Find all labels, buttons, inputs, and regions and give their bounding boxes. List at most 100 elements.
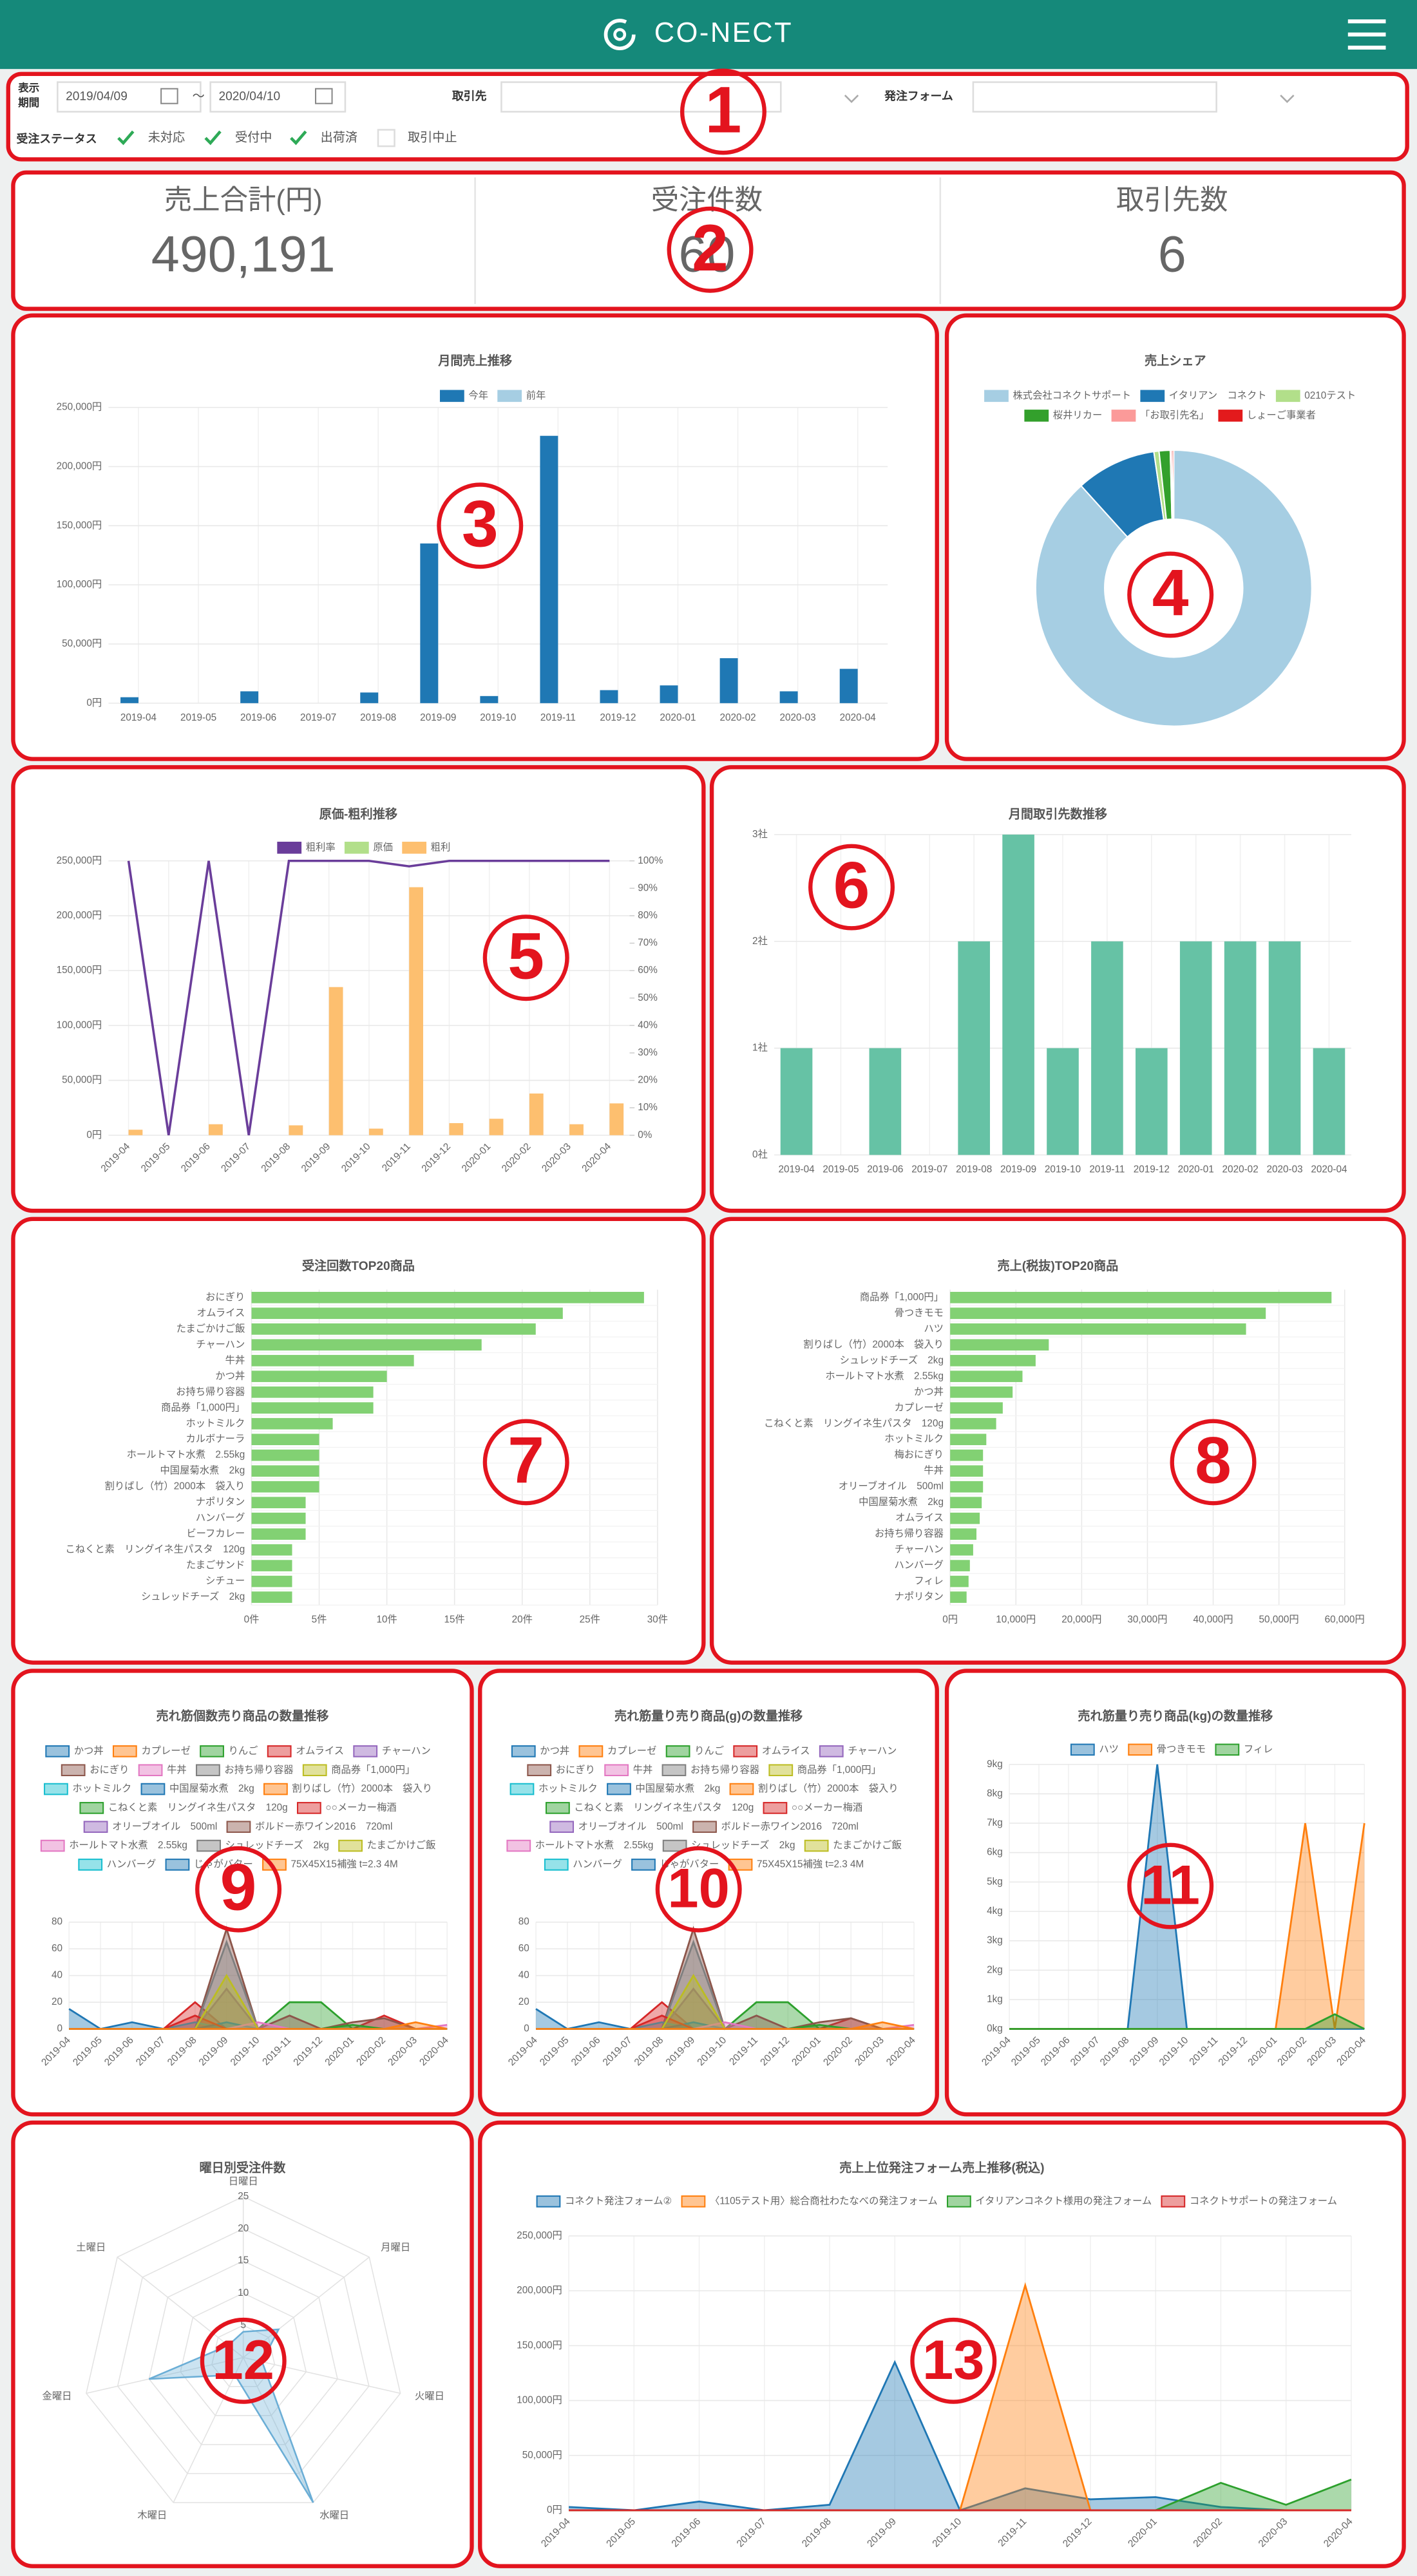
y-tick-label: ビーフカレー <box>186 1528 245 1539</box>
legend-item: かつ丼 <box>511 1745 569 1757</box>
header-bar <box>0 0 1417 70</box>
x-tick-label: 2019-04 <box>120 712 157 723</box>
legend-swatch <box>661 1764 687 1777</box>
bar <box>251 1575 292 1587</box>
legend-item: 商品券「1,000円」 <box>768 1764 881 1777</box>
legend-label: たまごかけご飯 <box>833 1840 902 1851</box>
legend-swatch <box>78 1859 103 1871</box>
legend-swatch <box>549 1821 575 1833</box>
radar-ring <box>117 2228 370 2474</box>
legend-label: りんご <box>694 1745 724 1756</box>
x-tick-label: 2019-08 <box>956 1164 992 1175</box>
legend-swatch <box>768 1764 794 1777</box>
y-tick-label: オリーブオイル 500ml <box>839 1481 944 1492</box>
y-tick-label: 100,000円 <box>57 1019 102 1030</box>
x-tick-label: 2020-02 <box>1222 1164 1259 1175</box>
y-tick-label: 10% <box>638 1102 658 1113</box>
legend-label: 割りばし（竹）2000本 袋入り <box>292 1783 432 1794</box>
y-tick-label: フィレ <box>914 1576 944 1587</box>
bar <box>251 1402 374 1414</box>
legend-item: 今年 <box>439 390 488 402</box>
bar <box>950 1402 1003 1414</box>
bar <box>251 1307 563 1320</box>
legend-label: ハツ <box>1099 1744 1119 1755</box>
legend-label: 75X45X15補強 t=2.3 4M <box>290 1859 397 1870</box>
menu-button[interactable] <box>1347 19 1386 50</box>
y-tick-label: 50,000円 <box>62 1075 102 1086</box>
legend-item: 骨つきモモ <box>1128 1743 1206 1756</box>
legend-label: 75X45X15補強 t=2.3 4M <box>757 1859 864 1870</box>
legend-swatch <box>344 842 369 854</box>
legend-swatch <box>226 1821 251 1833</box>
y-tick-label: 商品券「1,000円」 <box>161 1402 245 1413</box>
logo-icon[interactable] <box>604 19 636 51</box>
calendar-icon[interactable] <box>160 88 178 104</box>
bar <box>128 1130 143 1135</box>
calendar-icon[interactable] <box>315 88 333 104</box>
y-tick-label: 牛丼 <box>225 1355 245 1366</box>
date-from-input[interactable] <box>57 81 202 113</box>
legend-swatch <box>604 1764 629 1777</box>
radar-label: 日曜日 <box>229 2176 258 2187</box>
legend-item: ホールトマト水煮 2.55kg <box>506 1839 654 1852</box>
bar <box>251 1339 482 1351</box>
y-tick-label: 90% <box>638 882 658 893</box>
legend-swatch <box>984 390 1009 402</box>
date-to-input[interactable] <box>209 81 347 113</box>
y-tick-label: 0 <box>524 2023 529 2034</box>
legend-swatch <box>302 1764 327 1777</box>
y-tick-label: 0% <box>638 1130 652 1141</box>
y-tick-label: 0社 <box>752 1149 768 1160</box>
bar <box>950 1560 970 1571</box>
radar-spoke <box>243 2356 401 2394</box>
filter-text: 2019/04/09 <box>66 90 128 104</box>
bar <box>950 1354 1036 1367</box>
legend-label: しょーご事業者 <box>1247 410 1316 421</box>
annotation-circle <box>808 844 895 931</box>
x-tick-label: 2019-06 <box>240 712 276 723</box>
legend-swatch <box>140 1783 166 1795</box>
x-tick-label: 30件 <box>647 1614 668 1625</box>
bar <box>1047 1048 1079 1155</box>
annotation-number: 13 <box>922 2329 985 2391</box>
radar-label: 水曜日 <box>319 2510 349 2521</box>
bar <box>1313 1048 1346 1155</box>
y-tick-label: 70% <box>638 938 658 949</box>
annotation-circle <box>667 206 754 293</box>
bar <box>240 691 259 703</box>
legend-label: ハンバーグ <box>107 1859 157 1870</box>
status-checkbox[interactable] <box>377 129 395 147</box>
legend-swatch <box>497 390 522 402</box>
bar <box>529 1094 544 1135</box>
bar <box>251 1386 374 1398</box>
x-tick-label: 2020-04 <box>840 712 877 723</box>
partner-select[interactable] <box>500 81 782 113</box>
bar <box>950 1339 1049 1351</box>
legend-swatch <box>439 390 464 402</box>
chart-title: 売れ筋量り売り商品(kg)の数量推移 <box>1078 1709 1273 1723</box>
x-tick-label: 2019-11 <box>540 712 576 723</box>
bar <box>950 1591 967 1603</box>
legend-item: シュレッドチーズ 2kg <box>196 1839 329 1852</box>
legend-label: ホールトマト水煮 2.55kg <box>535 1840 654 1851</box>
y-tick-label: チャーハン <box>895 1544 944 1555</box>
legend-label: 中国屋菊水煮 2kg <box>636 1783 721 1794</box>
legend-swatch <box>402 842 427 854</box>
legend-swatch <box>353 1745 378 1757</box>
x-tick-label: 2020-01 <box>660 712 696 723</box>
legend-item: ボルドー赤ワイン2016 720ml <box>226 1821 392 1833</box>
annotation-circle <box>1170 1419 1257 1506</box>
annotation-circle <box>195 1846 282 1933</box>
annotation-number: 6 <box>833 849 870 922</box>
legend-label: 〈1105テスト用〉総合商社わたなべの発注フォーム <box>710 2195 938 2206</box>
form-select[interactable] <box>972 81 1217 113</box>
legend-item: おにぎり <box>61 1764 129 1777</box>
radar-spoke <box>243 2257 370 2358</box>
y-tick-label: カルボナーラ <box>185 1434 245 1444</box>
y-tick-label: 中国屋菊水煮 2kg <box>160 1465 245 1476</box>
x-tick-label: 40,000円 <box>1193 1614 1233 1625</box>
annotation-circle <box>655 1846 742 1933</box>
legend-swatch <box>1218 410 1243 422</box>
status-checks[interactable] <box>117 130 307 146</box>
legend-swatch <box>79 1802 104 1814</box>
